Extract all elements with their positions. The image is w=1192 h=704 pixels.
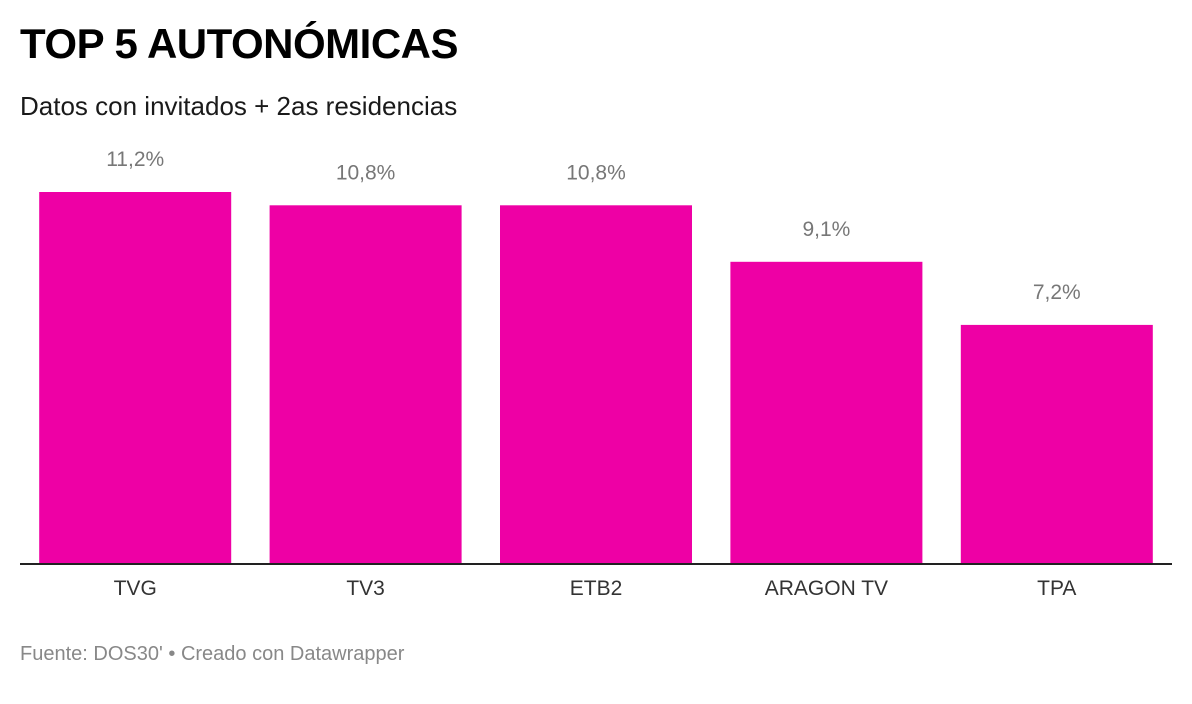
category-label: ARAGON TV bbox=[765, 577, 888, 600]
bar-aragon-tv bbox=[730, 261, 923, 565]
category-label: TPA bbox=[1037, 577, 1076, 600]
bar-tvg bbox=[39, 192, 232, 564]
chart-footer: Fuente: DOS30' • Creado con Datawrapper bbox=[20, 642, 404, 666]
footer-separator: • bbox=[168, 643, 176, 665]
chart-title: TOP 5 AUTONÓMICAS bbox=[20, 20, 459, 67]
value-label: 7,2% bbox=[1033, 281, 1081, 304]
bar-tpa bbox=[960, 324, 1153, 564]
credit-link[interactable]: Creado con Datawrapper bbox=[180, 643, 405, 665]
bar-etb2 bbox=[500, 205, 692, 565]
category-label: TV3 bbox=[346, 577, 385, 600]
category-label: ETB2 bbox=[570, 577, 623, 600]
chart-subtitle: Datos con invitados + 2as residencias bbox=[20, 91, 458, 121]
value-label: 11,2% bbox=[106, 148, 164, 171]
category-label: TVG bbox=[114, 577, 157, 600]
value-label: 10,8% bbox=[566, 161, 626, 184]
source-label: Fuente: bbox=[20, 643, 88, 665]
bar-tv3 bbox=[269, 205, 462, 565]
source-name: DOS30' bbox=[93, 643, 163, 665]
value-label: 9,1% bbox=[802, 218, 850, 241]
value-label: 10,8% bbox=[336, 161, 396, 184]
